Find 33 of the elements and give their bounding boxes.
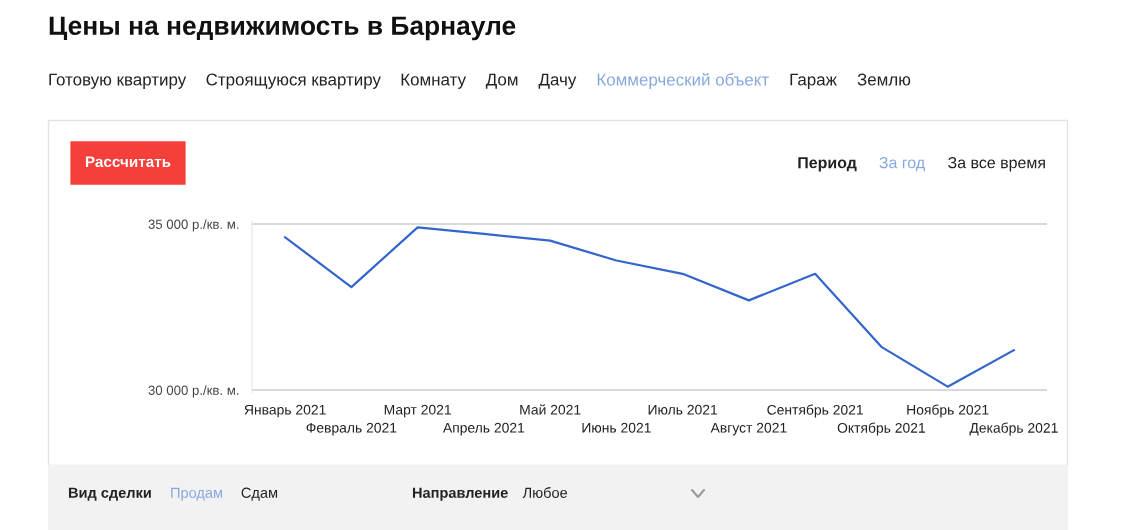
line-series — [284, 226, 1015, 388]
x-tick-label: Август 2021 — [710, 422, 787, 436]
y-tick-label: 35 000 р./кв. м. — [148, 219, 239, 232]
x-tick-label: Март 2021 — [384, 404, 451, 418]
text: Сдам — [241, 487, 278, 501]
text: Рассчитать — [85, 156, 171, 168]
y-tick-label: 30 000 р./кв. м. — [148, 385, 239, 398]
text: Гараж — [790, 73, 837, 89]
x-tick-label: Январь 2021 — [244, 404, 326, 418]
x-tick-label: Декабрь 2021 — [969, 422, 1058, 436]
chart-title: Цены на недвижимость в Барнауле — [49, 16, 516, 41]
text: Вид сделки — [68, 487, 151, 501]
text: За все время — [948, 156, 1045, 172]
text: За год — [879, 156, 925, 172]
text: Землю — [857, 73, 911, 86]
x-tick-label: Май 2021 — [520, 404, 581, 415]
text: Комнату — [401, 73, 466, 89]
text: Строящуюся квартиру — [206, 73, 381, 89]
x-tick-label: Июль 2021 — [648, 404, 718, 415]
text: Дом — [485, 73, 518, 89]
text: Готовую квартиру — [49, 73, 187, 89]
x-tick-label: Апрель 2021 — [442, 422, 525, 436]
text: Любое — [522, 487, 568, 498]
x-tick-label: Октябрь 2021 — [837, 422, 925, 436]
text: Продам — [171, 487, 223, 501]
x-tick-label: Сентябрь 2021 — [767, 404, 863, 418]
text: Направление — [412, 487, 508, 501]
text: Дачу — [538, 73, 577, 89]
text: Период — [798, 157, 857, 172]
x-tick-label: Ноябрь 2021 — [907, 404, 989, 418]
text: Коммерческий объект — [597, 72, 769, 90]
x-tick-label: Июнь 2021 — [582, 422, 651, 433]
x-tick-label: Февраль 2021 — [306, 422, 397, 436]
